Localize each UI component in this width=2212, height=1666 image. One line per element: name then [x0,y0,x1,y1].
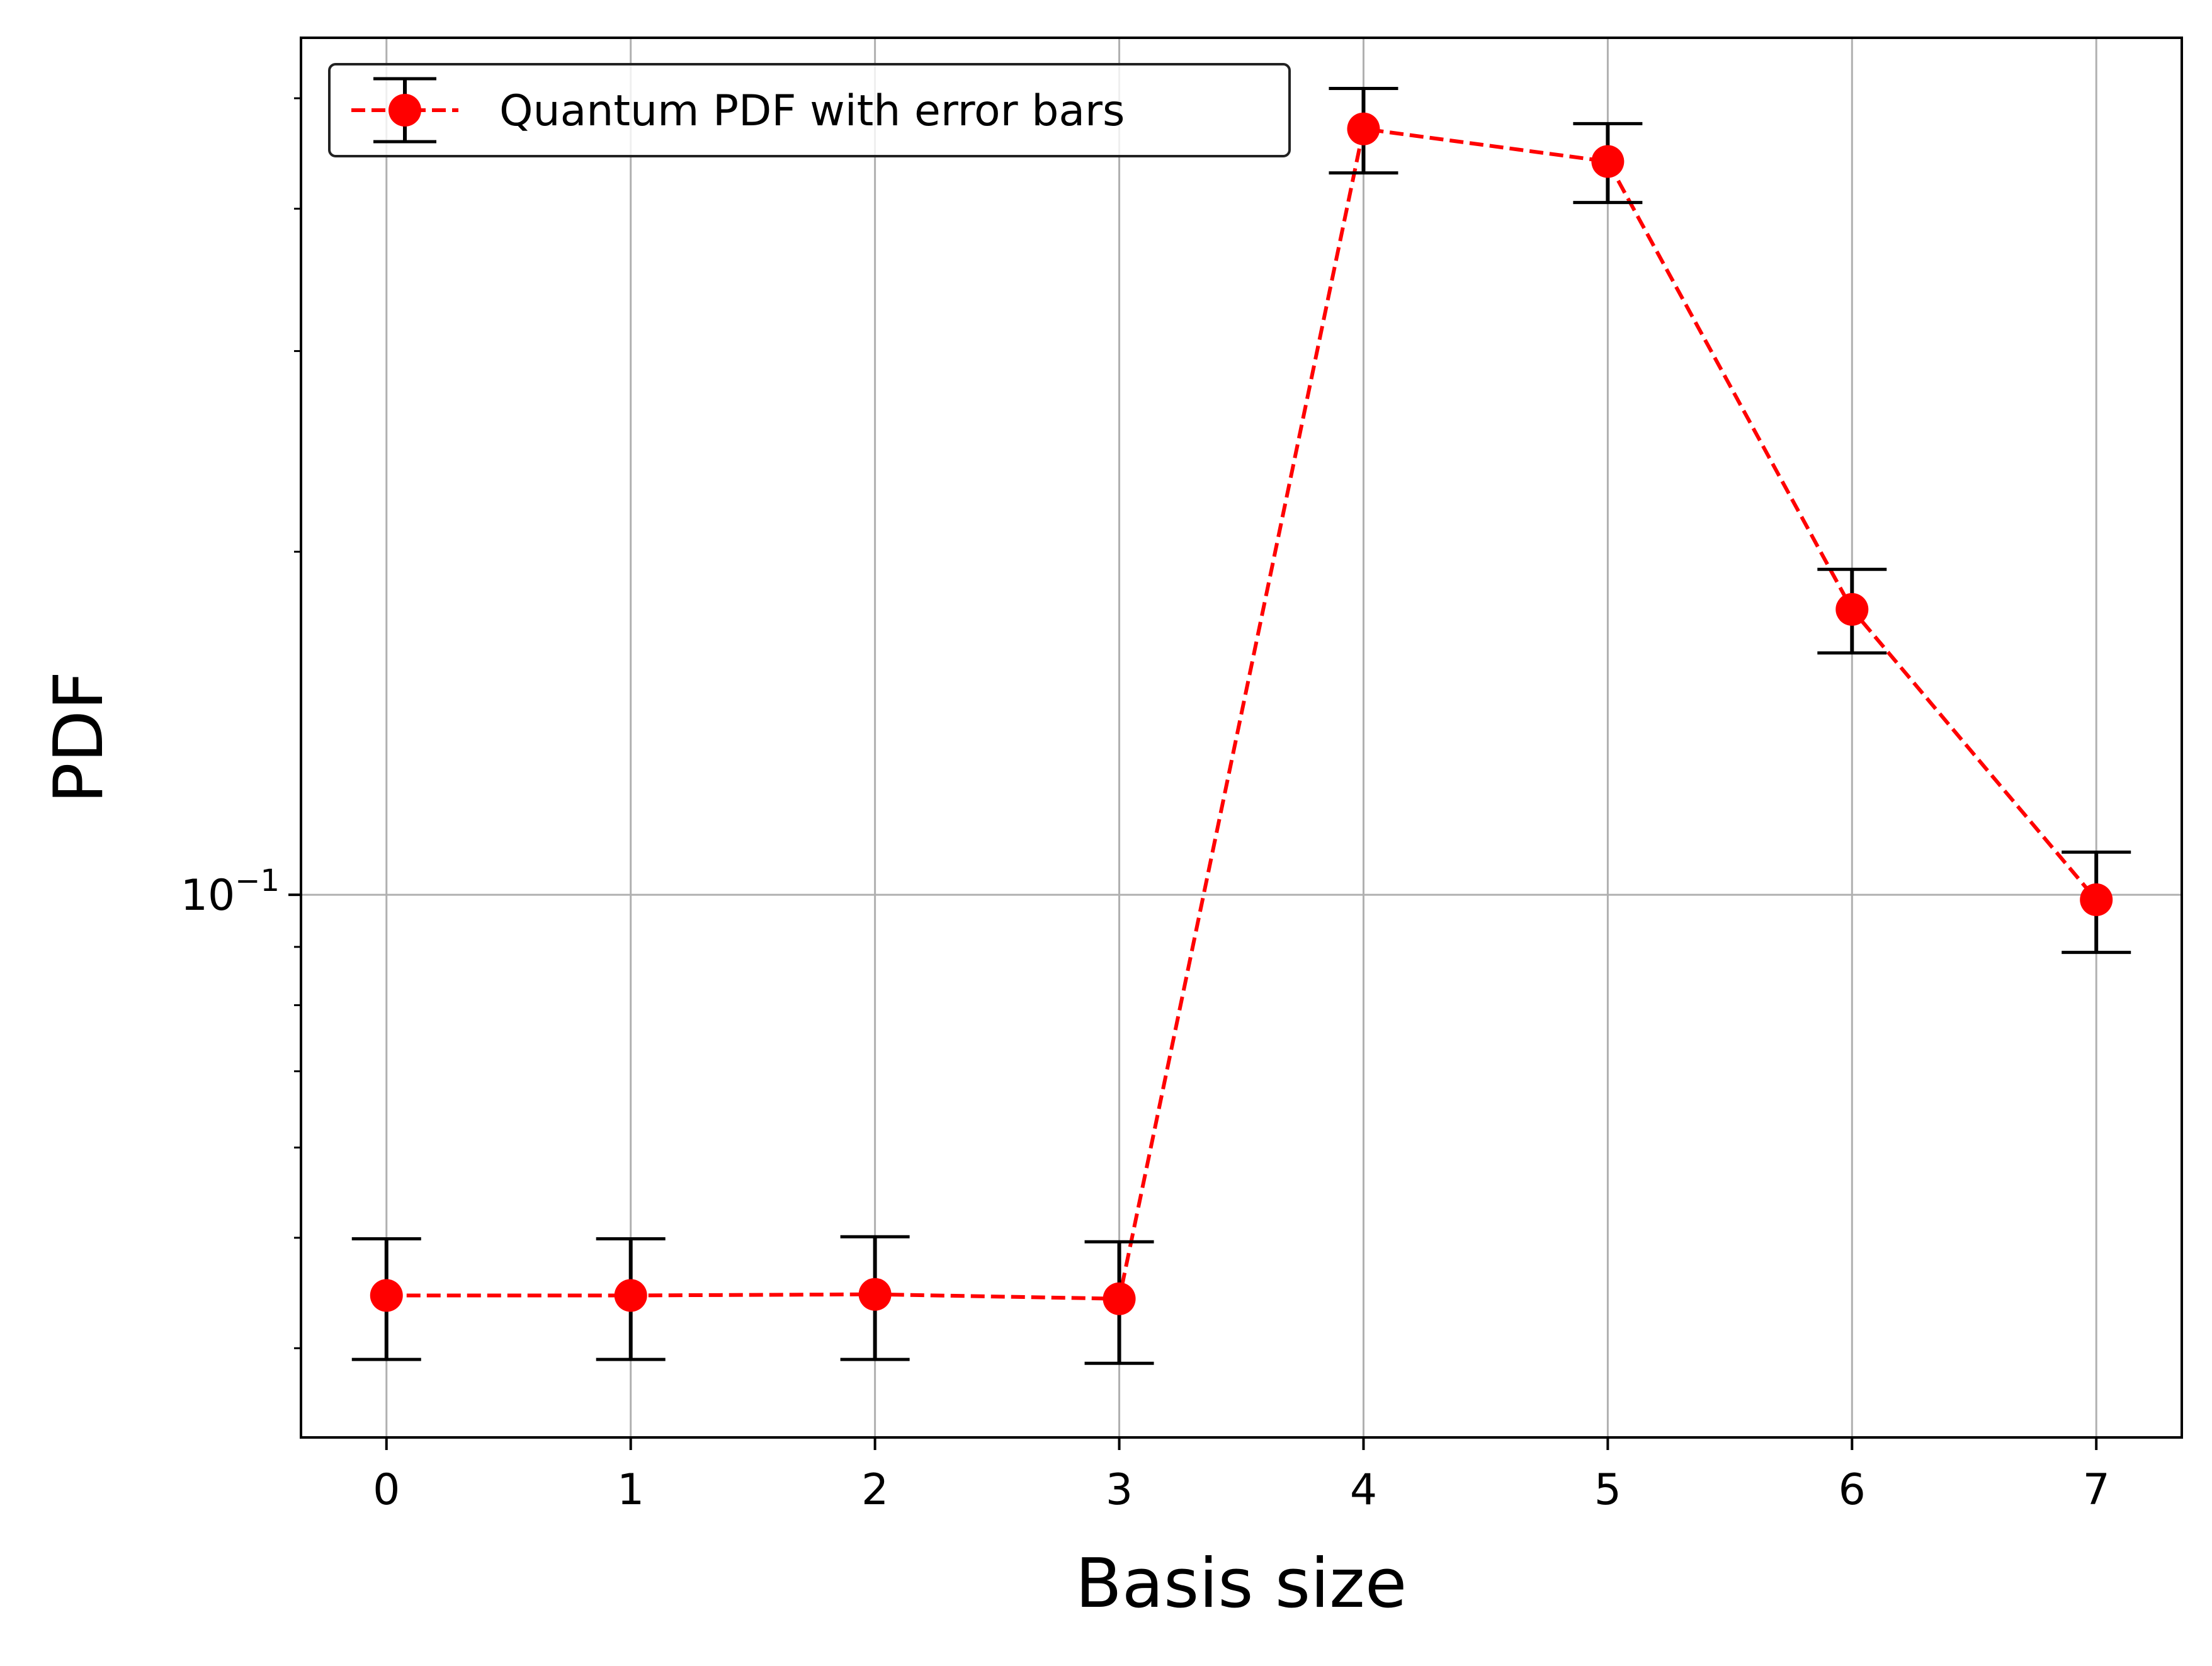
data-point [614,1279,647,1312]
y-tick-label-exponent: −1 [235,863,280,898]
x-axis: 0 1 2 3 4 5 6 7 [373,1437,2110,1515]
y-tick-label-base: 10 [181,871,235,921]
grid [301,38,2182,1437]
data-point [858,1278,892,1311]
x-tick-label: 0 [373,1465,400,1515]
y-tick-label: 10−1 [181,863,280,921]
data-point [1103,1282,1136,1315]
series-layer [351,86,2131,1365]
x-tick-label: 6 [1839,1465,1866,1515]
x-tick-label: 4 [1350,1465,1377,1515]
x-tick-label: 2 [861,1465,888,1515]
x-tick-label: 3 [1106,1465,1133,1515]
legend-marker-sample [389,94,421,127]
data-point [1591,145,1625,178]
legend: Quantum PDF with error bars [328,63,1291,157]
legend-entry-label: Quantum PDF with error bars [499,86,1125,136]
series-line [386,127,2098,1301]
x-axis-label: Basis size [1075,1544,1407,1623]
x-tick-label: 7 [2083,1465,2110,1515]
plot-frame [300,37,2183,1439]
data-point [1835,592,1869,626]
y-axis-label: PDF [40,671,118,803]
data-point [2080,883,2113,916]
data-point [1347,112,1380,145]
y-axis: 10−1 [181,97,301,1349]
x-tick-label: 5 [1594,1465,1621,1515]
legend-frame [328,63,1291,157]
data-point [370,1279,403,1312]
x-tick-label: 1 [617,1465,644,1515]
plot-area [301,38,2182,1437]
